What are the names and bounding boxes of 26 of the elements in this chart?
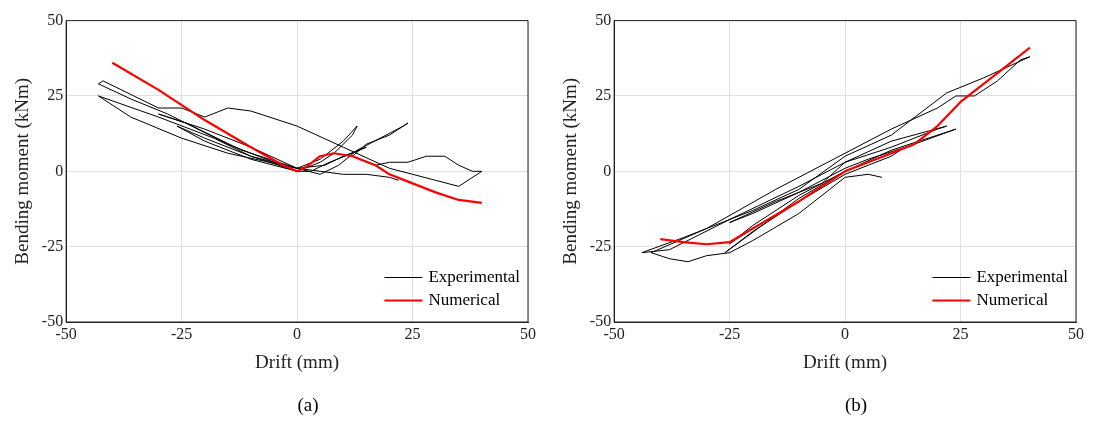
x-tick-label: -25 bbox=[170, 324, 193, 342]
y-tick-label: 50 bbox=[595, 10, 612, 28]
x-axis-title: Drift (mm) bbox=[255, 350, 340, 373]
x-tick-label: 50 bbox=[520, 324, 536, 342]
y-axis-title: Bending moment (kNm) bbox=[559, 77, 582, 265]
x-tick-label: 50 bbox=[1068, 324, 1084, 342]
y-tick-label: -25 bbox=[41, 236, 64, 254]
x-tick-label: 25 bbox=[404, 324, 421, 342]
y-tick-label: 25 bbox=[595, 86, 612, 104]
legend-label: Numerical bbox=[976, 289, 1049, 309]
y-tick-label: -25 bbox=[589, 236, 612, 254]
text: (a) bbox=[296, 394, 320, 416]
legend-label: Numerical bbox=[428, 289, 501, 309]
y-axis-title: Bending moment (kNm) bbox=[11, 77, 34, 265]
y-tick-label: 0 bbox=[55, 161, 64, 179]
x-tick-label: -25 bbox=[718, 324, 741, 342]
text: (b) bbox=[843, 394, 869, 416]
x-tick-label: 25 bbox=[952, 324, 969, 342]
x-tick-label: 0 bbox=[841, 324, 850, 342]
y-tick-label: 0 bbox=[603, 161, 612, 179]
y-tick-label: 50 bbox=[47, 10, 64, 28]
legend-label: Experimental bbox=[976, 266, 1069, 286]
legend-label: Experimental bbox=[428, 266, 521, 286]
y-tick-label: 25 bbox=[47, 86, 64, 104]
x-tick-label: 0 bbox=[293, 324, 302, 342]
x-axis-title: Drift (mm) bbox=[803, 350, 888, 373]
